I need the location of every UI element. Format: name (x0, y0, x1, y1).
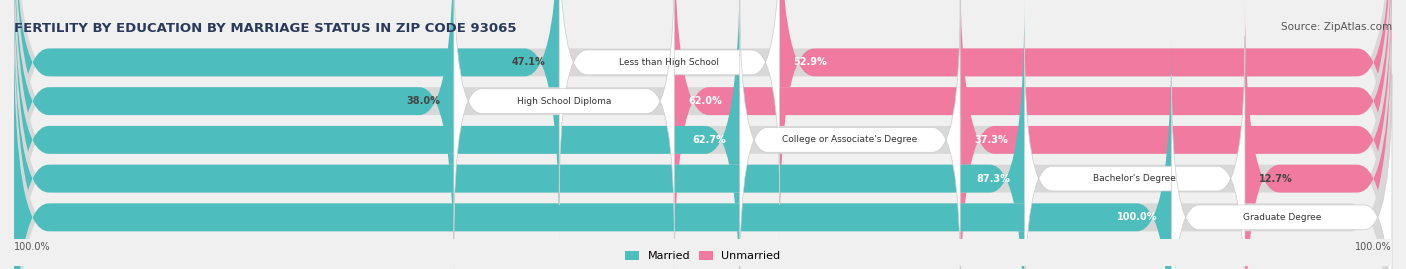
FancyBboxPatch shape (14, 0, 740, 269)
FancyBboxPatch shape (14, 0, 1392, 269)
FancyBboxPatch shape (14, 0, 454, 269)
FancyBboxPatch shape (14, 0, 560, 242)
FancyBboxPatch shape (14, 0, 1392, 269)
FancyBboxPatch shape (1025, 36, 1244, 269)
FancyBboxPatch shape (740, 0, 960, 269)
Text: 12.7%: 12.7% (1258, 174, 1292, 184)
Text: 100.0%: 100.0% (1355, 242, 1392, 253)
FancyBboxPatch shape (960, 0, 1392, 269)
FancyBboxPatch shape (14, 0, 1025, 269)
Text: 52.9%: 52.9% (793, 57, 827, 68)
Text: College or Associate's Degree: College or Associate's Degree (782, 135, 918, 144)
Legend: Married, Unmarried: Married, Unmarried (621, 246, 785, 266)
FancyBboxPatch shape (14, 0, 1392, 269)
FancyBboxPatch shape (1244, 0, 1392, 269)
FancyBboxPatch shape (14, 0, 1392, 269)
Text: Less than High School: Less than High School (620, 58, 720, 67)
Text: 62.7%: 62.7% (692, 135, 725, 145)
Text: 100.0%: 100.0% (1118, 212, 1157, 222)
Text: Graduate Degree: Graduate Degree (1243, 213, 1320, 222)
Text: 38.0%: 38.0% (406, 96, 440, 106)
Text: 100.0%: 100.0% (14, 242, 51, 253)
FancyBboxPatch shape (14, 0, 1392, 269)
Text: FERTILITY BY EDUCATION BY MARRIAGE STATUS IN ZIP CODE 93065: FERTILITY BY EDUCATION BY MARRIAGE STATU… (14, 22, 516, 34)
FancyBboxPatch shape (1171, 75, 1392, 269)
FancyBboxPatch shape (675, 0, 1392, 269)
Text: 47.1%: 47.1% (512, 57, 546, 68)
Text: 37.3%: 37.3% (974, 135, 1008, 145)
Text: High School Diploma: High School Diploma (517, 97, 612, 106)
FancyBboxPatch shape (780, 0, 1392, 242)
FancyBboxPatch shape (14, 38, 1171, 269)
Text: 62.0%: 62.0% (688, 96, 721, 106)
Text: Source: ZipAtlas.com: Source: ZipAtlas.com (1281, 22, 1392, 31)
FancyBboxPatch shape (560, 0, 780, 205)
FancyBboxPatch shape (454, 0, 675, 244)
Text: 87.3%: 87.3% (977, 174, 1011, 184)
Text: Bachelor's Degree: Bachelor's Degree (1094, 174, 1177, 183)
